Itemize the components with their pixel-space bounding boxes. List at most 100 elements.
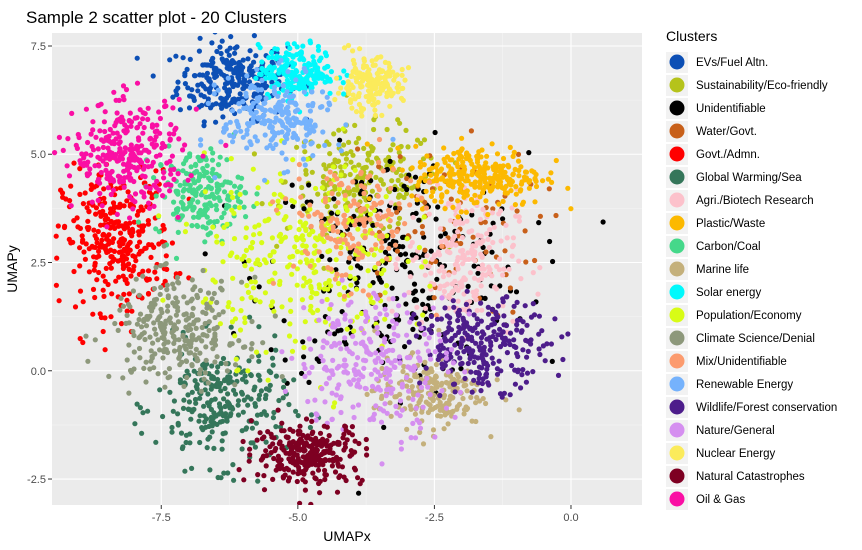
data-point bbox=[289, 348, 296, 354]
data-point bbox=[96, 163, 102, 169]
data-point bbox=[198, 137, 204, 143]
data-point bbox=[177, 354, 183, 360]
data-point bbox=[103, 161, 109, 168]
data-point bbox=[357, 46, 363, 52]
data-point bbox=[130, 288, 136, 294]
data-point bbox=[520, 347, 526, 353]
data-point bbox=[144, 158, 150, 164]
data-point bbox=[394, 85, 400, 91]
data-point bbox=[434, 384, 440, 390]
data-point bbox=[239, 256, 245, 262]
data-point bbox=[93, 211, 99, 217]
data-point bbox=[403, 191, 410, 197]
data-point bbox=[478, 154, 484, 160]
data-point bbox=[195, 357, 201, 364]
data-point bbox=[536, 346, 542, 352]
data-point bbox=[387, 224, 393, 230]
data-point bbox=[323, 381, 329, 387]
data-point bbox=[120, 375, 126, 381]
data-point bbox=[204, 206, 210, 212]
data-point bbox=[252, 279, 258, 285]
data-point bbox=[85, 139, 91, 146]
data-point bbox=[83, 333, 89, 339]
data-point bbox=[136, 316, 142, 323]
data-point bbox=[326, 375, 332, 381]
data-point bbox=[301, 344, 307, 351]
data-point bbox=[232, 204, 238, 210]
legend-swatch bbox=[669, 215, 685, 231]
data-point bbox=[301, 80, 307, 86]
data-point bbox=[507, 392, 513, 398]
data-point bbox=[358, 310, 365, 317]
data-point bbox=[428, 313, 434, 319]
data-point bbox=[376, 164, 382, 170]
legend-label: Nature/General bbox=[696, 425, 775, 437]
data-point bbox=[463, 301, 469, 307]
data-point bbox=[335, 229, 341, 235]
data-point bbox=[132, 115, 138, 121]
data-point bbox=[322, 471, 328, 478]
data-point bbox=[251, 151, 257, 157]
data-point bbox=[150, 73, 156, 79]
data-point bbox=[260, 67, 266, 73]
data-point bbox=[152, 351, 158, 357]
data-point bbox=[261, 121, 268, 127]
data-point bbox=[383, 194, 389, 200]
data-point bbox=[334, 457, 340, 463]
data-point bbox=[476, 277, 482, 283]
data-point bbox=[439, 175, 445, 181]
data-point bbox=[345, 79, 351, 85]
data-point bbox=[96, 248, 102, 254]
data-point bbox=[196, 210, 202, 216]
data-point bbox=[280, 87, 286, 93]
data-point bbox=[202, 62, 208, 68]
data-point bbox=[463, 152, 469, 158]
data-point bbox=[378, 395, 385, 401]
data-point bbox=[523, 379, 530, 385]
data-point bbox=[255, 104, 262, 110]
data-point bbox=[211, 290, 217, 297]
data-point bbox=[86, 171, 92, 177]
data-point bbox=[489, 176, 495, 182]
data-point bbox=[409, 185, 415, 191]
data-point bbox=[467, 356, 473, 362]
data-point bbox=[417, 164, 423, 170]
data-point bbox=[141, 190, 147, 196]
data-point bbox=[464, 323, 470, 329]
data-point bbox=[390, 166, 396, 172]
data-point bbox=[300, 440, 306, 446]
data-point bbox=[131, 332, 137, 339]
data-point bbox=[515, 151, 522, 157]
data-point bbox=[341, 142, 347, 148]
data-point bbox=[252, 444, 258, 450]
data-point bbox=[309, 169, 315, 175]
data-point bbox=[341, 91, 347, 97]
data-point bbox=[384, 312, 390, 318]
data-point bbox=[504, 350, 510, 356]
data-point bbox=[353, 109, 360, 115]
data-point bbox=[238, 128, 244, 134]
data-point bbox=[485, 311, 492, 317]
data-point bbox=[239, 279, 245, 285]
data-point bbox=[284, 73, 290, 79]
series-14 bbox=[198, 57, 396, 183]
data-point bbox=[490, 220, 496, 226]
y-axis-ticks: -2.50.02.55.07.5 bbox=[27, 41, 52, 486]
data-point bbox=[279, 150, 285, 156]
data-point bbox=[410, 326, 416, 332]
data-point bbox=[332, 96, 338, 103]
data-point bbox=[170, 281, 176, 287]
data-point bbox=[394, 72, 400, 78]
data-point bbox=[206, 304, 212, 310]
data-point bbox=[474, 316, 480, 322]
data-point bbox=[183, 324, 189, 330]
data-point bbox=[145, 290, 152, 297]
data-point bbox=[441, 269, 447, 275]
data-point bbox=[154, 122, 160, 128]
data-point bbox=[452, 414, 458, 420]
data-point bbox=[300, 432, 306, 438]
data-point bbox=[346, 231, 353, 237]
data-point bbox=[197, 35, 203, 41]
data-point bbox=[448, 196, 454, 202]
data-point bbox=[361, 145, 367, 151]
